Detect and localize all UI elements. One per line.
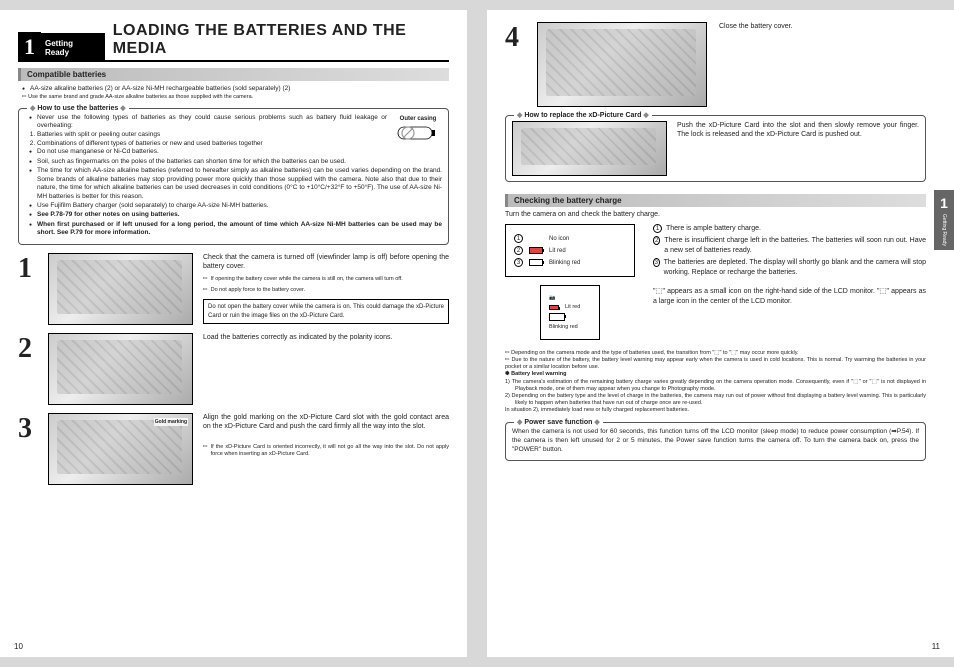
step-4: 4 Close the battery cover. <box>505 22 926 107</box>
page-left: 1 Getting Ready LOADING THE BATTERIES AN… <box>0 10 467 657</box>
step-3-image: Gold marking <box>48 413 193 485</box>
battery-icon-lit <box>529 247 543 254</box>
page-header: 1 Getting Ready LOADING THE BATTERIES AN… <box>18 22 449 62</box>
power-title: ◆ Power save function ◆ <box>514 418 603 426</box>
check-box-2: 📷 Lit red Blinking red <box>540 285 600 340</box>
gold-marking-label: Gold marking <box>154 418 188 426</box>
howto-ord1: Batteries with split or peeling outer ca… <box>37 131 387 139</box>
page-spread: 1 Getting Ready LOADING THE BATTERIES AN… <box>0 10 954 657</box>
step-1-num: 1 <box>18 253 38 285</box>
replace-text: Push the xD-Picture Card into the slot a… <box>677 121 919 140</box>
tab-num: 1 <box>940 195 948 211</box>
step-2-image <box>48 333 193 405</box>
power-save-box: ◆ Power save function ◆ When the camera … <box>505 422 926 460</box>
compat-list: AA-size alkaline batteries (2) or AA-siz… <box>22 85 449 93</box>
howto-ord2: Combinations of different types of batte… <box>37 140 387 148</box>
step-4-image <box>537 22 707 107</box>
step-4-text: Close the battery cover. <box>719 22 926 107</box>
howto-b6: When first purchased or if left unused f… <box>29 221 442 238</box>
step-2-num: 2 <box>18 333 38 365</box>
battery-diagram-icon <box>394 124 442 142</box>
side-tab: 1 Getting Ready <box>934 190 954 250</box>
step-1-text: Check that the camera is turned off (vie… <box>203 253 449 324</box>
chapter-subtitle: Getting Ready <box>41 33 105 60</box>
replace-image <box>512 121 667 176</box>
outer-casing-label: Outer casing <box>394 115 442 142</box>
chapter-number: 1 <box>18 32 41 60</box>
icon-note: "⬚" appears as a small icon on the right… <box>653 287 926 306</box>
replace-title: ◆ How to replace the xD-Picture Card ◆ <box>514 111 652 119</box>
notes-block: ✏ Depending on the camera mode and the t… <box>505 350 926 414</box>
battery-icon-blink <box>529 259 543 266</box>
replace-box: ◆ How to replace the xD-Picture Card ◆ P… <box>505 115 926 182</box>
step-1: 1 Check that the camera is turned off (v… <box>18 253 449 325</box>
howto-b3: The time for which AA-size alkaline batt… <box>29 167 442 201</box>
check-text-col: 1There is ample battery charge. 2There i… <box>653 224 926 344</box>
compat-note: ✏ Use the same brand and grade AA-size a… <box>22 94 449 101</box>
step-3-text: Align the gold marking on the xD-Picture… <box>203 413 449 459</box>
page-number-right: 11 <box>932 642 940 651</box>
step-1-image <box>48 253 193 325</box>
check-box-1: 1No icon 2Lit red 3Blinking red <box>505 224 635 277</box>
howto-b2: Soil, such as fingermarks on the poles o… <box>29 158 442 166</box>
howto-b5: See P.78-79 for other notes on using bat… <box>29 211 442 219</box>
page-right: 1 Getting Ready 4 Close the battery cove… <box>487 10 954 657</box>
howto-never: Never use the following types of batteri… <box>29 114 387 131</box>
section-compatible: Compatible batteries <box>18 68 449 81</box>
howto-b1: Do not use manganese or Ni-Cd batteries. <box>29 148 442 156</box>
page-title: LOADING THE BATTERIES AND THE MEDIA <box>105 22 449 60</box>
power-text: When the camera is not used for 60 secon… <box>512 428 919 454</box>
check-row: 1No icon 2Lit red 3Blinking red 📷 Lit re… <box>505 224 926 344</box>
step-1-caution: Do not open the battery cover while the … <box>203 299 449 323</box>
step-2: 2 Load the batteries correctly as indica… <box>18 333 449 405</box>
howto-title: ◆ How to use the batteries ◆ <box>27 104 129 112</box>
step-3: 3 Gold marking Align the gold marking on… <box>18 413 449 485</box>
howto-b4: Use Fujifilm Battery charger (sold separ… <box>29 202 442 210</box>
check-intro: Turn the camera on and check the battery… <box>505 211 926 218</box>
compat-item: AA-size alkaline batteries (2) or AA-siz… <box>22 85 449 93</box>
page-number-left: 10 <box>14 642 23 651</box>
step-4-num: 4 <box>505 22 525 107</box>
step-3-num: 3 <box>18 413 38 445</box>
step-2-text: Load the batteries correctly as indicate… <box>203 333 449 342</box>
tab-label: Getting Ready <box>941 214 947 246</box>
section-check: Checking the battery charge <box>505 194 926 207</box>
howto-box: ◆ How to use the batteries ◆ Outer casin… <box>18 108 449 245</box>
